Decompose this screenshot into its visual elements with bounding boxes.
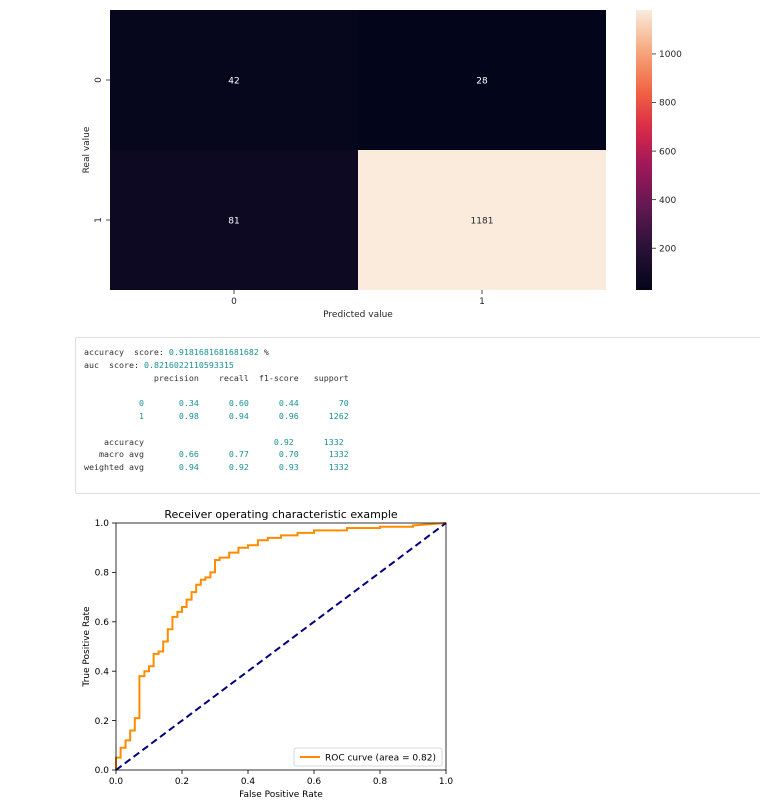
colorbar-tick-label: 600 (659, 147, 676, 157)
report-row-cells: 0.34 0.60 0.44 70 (143, 398, 349, 409)
plot-frame (115, 522, 447, 771)
heatmap-cell (110, 150, 358, 290)
colorbar-tick-label: 800 (659, 99, 676, 109)
heatmap-cell-label: 81 (228, 217, 239, 227)
report-header: precision recall f1-score support (84, 372, 349, 383)
heatmap-cell (358, 10, 606, 150)
chart-title: Receiver operating characteristic exampl… (164, 508, 398, 521)
x-tick-label: 0.6 (307, 777, 322, 787)
y-axis-label: True Positive Rate (82, 606, 92, 688)
legend-label: ROC curve (area = 0.82) (325, 753, 436, 763)
x-tick-label: 0.8 (373, 777, 388, 787)
x-tick-label: 0.0 (109, 777, 124, 787)
y-axis-label: Real value (82, 126, 92, 173)
accuracy-value: 0.9181681681681682 (168, 347, 259, 357)
y-tick-label: 0.2 (95, 717, 109, 727)
y-tick-label: 0.4 (95, 667, 110, 677)
report-row-cells: 0.94 0.92 0.93 1332 (143, 462, 349, 473)
report-row-label: weighted avg (84, 462, 144, 473)
report-row-label: accuracy (84, 436, 144, 447)
colorbar-tick-label: 200 (659, 244, 676, 254)
y-tick-label: 1 (94, 217, 104, 223)
classification-report: accuracy score: 0.9181681681681682 % auc… (84, 346, 349, 474)
heatmap-cell-label: 1181 (471, 217, 494, 227)
x-tick-label: 1.0 (439, 777, 454, 787)
colorbar-tick-label: 400 (659, 196, 676, 206)
legend-box (293, 747, 443, 767)
report-row-label: 0 (84, 398, 144, 409)
report-row-cells: 0.98 0.94 0.96 1262 (143, 410, 349, 421)
report-row-label: 1 (84, 410, 144, 421)
heatmap-cell-label: 42 (228, 77, 239, 87)
y-tick-label: 0.0 (95, 766, 110, 776)
confusion-matrix-heatmap: 42 28 81 1181 200 400 600 800 1000 0 1 0 1 Predicte… (82, 10, 682, 320)
auc-value: 0.8216022110593315 (143, 359, 234, 370)
x-tick-label: 0 (231, 297, 237, 307)
y-tick-label: 0.8 (95, 569, 110, 579)
colorbar (636, 10, 652, 290)
x-axis-label: Predicted value (323, 310, 393, 320)
y-tick-label: 1.0 (95, 519, 110, 529)
x-tick-label: 1 (479, 297, 485, 307)
x-tick-label: 0.2 (175, 777, 189, 787)
y-tick-label: 0 (94, 77, 104, 83)
x-tick-label: 0.4 (241, 777, 256, 787)
roc-curve-chart: 0.0 0.2 0.4 0.6 0.8 1.0 0.0 0.2 0.4 0.6 0.8 1.0 Rece… (82, 508, 454, 800)
y-tick-label: 0.6 (95, 618, 110, 628)
report-row-cells: 0.66 0.77 0.70 1332 (143, 449, 349, 460)
accuracy-label: accuracy score: (84, 347, 169, 357)
chance-line (115, 522, 447, 771)
roc-curve-line (115, 522, 447, 770)
auc-label: auc score: (84, 359, 144, 370)
x-axis-label: False Positive Rate (239, 790, 323, 800)
heatmap-cell-label: 28 (476, 77, 488, 87)
heatmap-cell (358, 150, 606, 290)
report-row-label: macro avg (84, 449, 144, 460)
classification-report-output: accuracy score: 0.9181681681681682 % auc… (75, 337, 760, 494)
accuracy-suffix: % (258, 347, 269, 357)
colorbar-tick-label: 1000 (659, 50, 682, 60)
heatmap-cell (110, 10, 358, 150)
report-row-cells: 0.92 1332 (143, 436, 344, 447)
